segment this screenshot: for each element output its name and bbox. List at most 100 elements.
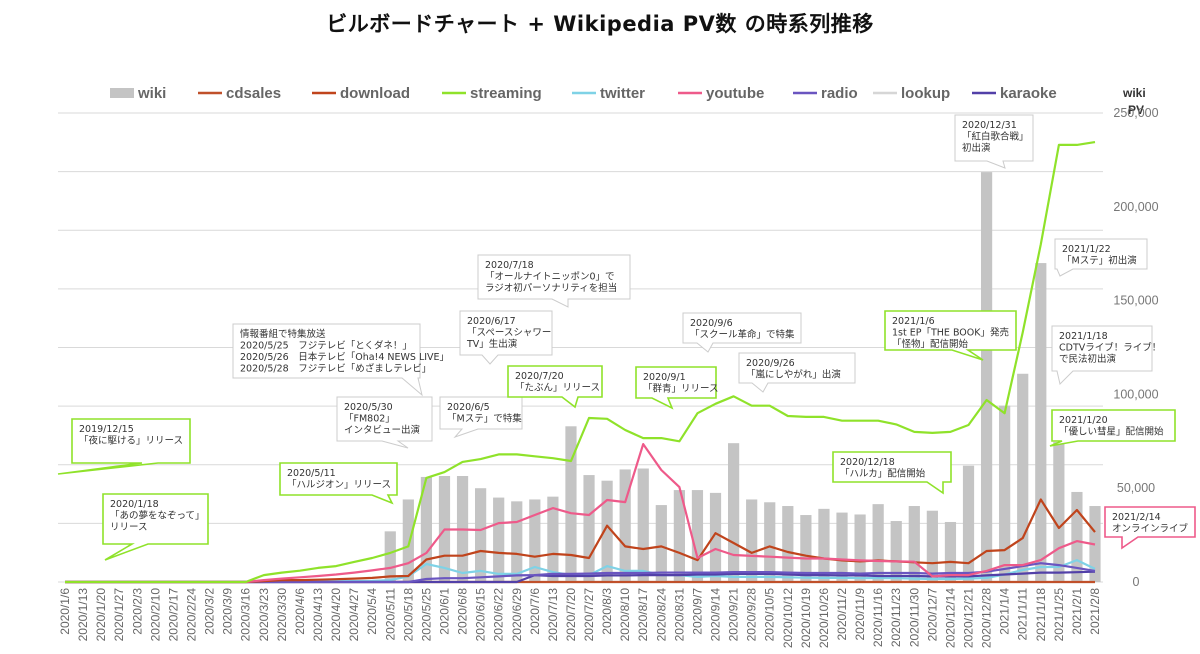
annotation-callout: 2020/9/26「嵐にしやがれ」出演 bbox=[738, 352, 856, 393]
x-tick-label: 2020/2/24 bbox=[184, 588, 198, 642]
x-tick-label: 2020/6/29 bbox=[510, 588, 524, 642]
annotation-text: 情報番組で特集放送 bbox=[240, 328, 326, 340]
annotation-callout: 2021/1/20「優しい彗星」配信開始 bbox=[1049, 409, 1176, 447]
annotation-text: 2020/9/26 bbox=[746, 358, 795, 369]
annotation-text: 2021/1/20 bbox=[1059, 415, 1108, 426]
annotation-box bbox=[1049, 409, 1176, 447]
x-tick-label: 2020/7/6 bbox=[528, 588, 542, 635]
annotation-text: 2021/1/18 bbox=[1059, 331, 1108, 342]
annotation-text: 2020/1/18 bbox=[110, 499, 159, 510]
wiki-bar bbox=[655, 505, 667, 582]
annotation-callout: 2021/1/22「Mステ」初出演 bbox=[1054, 238, 1148, 277]
x-tick-label: 2020/11/30 bbox=[907, 588, 921, 647]
wiki-bar bbox=[547, 496, 559, 582]
x-tick-label: 2021/2/1 bbox=[1070, 588, 1084, 635]
x-tick-label: 2020/3/30 bbox=[275, 588, 289, 642]
x-tick-label: 2020/11/23 bbox=[889, 588, 903, 647]
legend-label-lookup: lookup bbox=[901, 85, 950, 102]
x-tick-label: 2020/7/20 bbox=[564, 588, 578, 642]
annotation-callout: 2020/5/11「ハルジオン」リリース bbox=[279, 462, 398, 505]
x-tick-label: 2020/8/24 bbox=[654, 588, 668, 642]
annotation-box bbox=[279, 462, 398, 505]
x-tick-label: 2021/2/8 bbox=[1088, 588, 1102, 635]
x-tick-label: 2020/10/5 bbox=[763, 588, 777, 642]
annotation-box bbox=[232, 323, 423, 397]
wiki-bar bbox=[944, 521, 957, 582]
annotation-text: 「Mステ」で特集 bbox=[447, 413, 522, 425]
annotation-text: 「ハルカ」配信開始 bbox=[840, 468, 926, 480]
annotation-text: ラジオ初パーソナリティを担当 bbox=[485, 282, 617, 294]
annotation-text: インタビュー出演 bbox=[344, 424, 420, 436]
annotation-box bbox=[682, 312, 802, 353]
wiki-bar bbox=[962, 465, 975, 582]
legend-label-karaoke: karaoke bbox=[1000, 85, 1057, 102]
annotation-text: 2020/5/25 フジテレビ「とくダネ！」 bbox=[240, 340, 412, 352]
wiki-bar bbox=[926, 510, 938, 582]
annotation-text: 2020/7/20 bbox=[515, 371, 564, 382]
annotation-text: 「夜に駆ける」リリース bbox=[79, 435, 183, 447]
wiki-bar bbox=[764, 502, 776, 582]
wiki-bar bbox=[709, 492, 722, 582]
annotation-text: 2020/12/18 bbox=[840, 457, 895, 468]
x-tick-label: 2020/1/13 bbox=[76, 588, 90, 642]
annotation-text: 「たぶん」リリース bbox=[515, 383, 600, 394]
x-tick-label: 2020/8/17 bbox=[636, 588, 650, 642]
x-tick-label: 2021/1/11 bbox=[1016, 588, 1030, 641]
x-tick-label: 2020/1/6 bbox=[58, 588, 72, 635]
x-tick-label: 2020/3/2 bbox=[203, 588, 217, 635]
wiki-bar bbox=[673, 490, 685, 582]
x-tick-label: 2020/2/17 bbox=[166, 588, 180, 642]
x-tick-label: 2021/1/18 bbox=[1034, 588, 1048, 642]
wiki-bar bbox=[691, 490, 704, 582]
annotation-text: 2020/5/26 日本テレビ「Oha!4 NEWS LIVE」 bbox=[240, 351, 449, 363]
legend: wiki cdsales download streaming twitter youtu… bbox=[110, 85, 1057, 102]
annotation-callout: 2020/5/30「FM802」インタビュー出演 bbox=[336, 396, 433, 449]
annotation-text: 2019/12/15 bbox=[79, 424, 134, 435]
annotation-callout: 2020/9/1「群青」リリース bbox=[635, 366, 719, 410]
annotation-text: 「怪物」配信開始 bbox=[892, 338, 969, 350]
x-tick-label: 2020/8/3 bbox=[600, 588, 614, 635]
y-tick-label: 200,000 bbox=[1113, 200, 1158, 214]
annotation-box bbox=[1054, 238, 1148, 277]
legend-swatch-wiki bbox=[110, 88, 134, 98]
wiki-bar bbox=[890, 521, 902, 582]
x-tick-label: 2020/3/16 bbox=[239, 588, 253, 642]
x-tick-label: 2020/1/20 bbox=[94, 588, 108, 642]
wiki-bar bbox=[818, 508, 830, 582]
x-tick-label: 2020/7/13 bbox=[546, 588, 560, 642]
annotation-text: 「嵐にしやがれ」出演 bbox=[746, 369, 841, 381]
y-tick-label: 100,000 bbox=[1113, 387, 1158, 401]
x-tick-label: 2021/1/4 bbox=[998, 588, 1012, 635]
x-tick-label: 2020/4/13 bbox=[311, 588, 325, 642]
x-tick-label: 2020/9/21 bbox=[727, 588, 741, 642]
annotation-box bbox=[635, 366, 717, 410]
annotation-text: 2020/5/30 bbox=[344, 402, 393, 413]
series-line-streaming bbox=[65, 141, 1096, 584]
annotation-text: TV」生出演 bbox=[466, 338, 517, 350]
y-axis-label: wiki PV bbox=[1122, 86, 1149, 117]
annotation-box bbox=[954, 114, 1034, 169]
x-axis: 2020/1/6 2020/1/13 2020/1/20 2020/1/27 2020/… bbox=[58, 588, 1102, 648]
x-tick-label: 2020/5/4 bbox=[365, 588, 379, 635]
legend-label-streaming: streaming bbox=[470, 85, 542, 102]
wiki-bar bbox=[384, 531, 396, 582]
x-tick-label: 2020/5/25 bbox=[419, 588, 433, 642]
annotation-text: 「オールナイトニッポン0」で bbox=[485, 272, 615, 283]
annotation-text: 2020/5/11 bbox=[287, 468, 336, 479]
x-tick-label: 2020/12/14 bbox=[943, 588, 957, 648]
annotation-text: 2020/7/18 bbox=[485, 260, 534, 271]
annotation-callout: 2020/7/20「たぶん」リリース bbox=[507, 365, 603, 409]
annotation-text: 「スクール革命」で特集 bbox=[690, 329, 795, 341]
wiki-bar bbox=[475, 488, 487, 582]
annotation-text: 「Mステ」初出演 bbox=[1062, 255, 1137, 267]
wiki-bar bbox=[529, 499, 541, 582]
y-axis-label-line1: wiki bbox=[1122, 86, 1146, 100]
annotation-text: 2021/1/22 bbox=[1062, 244, 1111, 255]
annotation-callout: 2020/1/18「あの夢をなぞって」リリース bbox=[102, 493, 209, 561]
annotation-text: 1st EP「THE BOOK」発売 bbox=[892, 327, 1009, 339]
x-tick-label: 2020/9/7 bbox=[690, 588, 704, 635]
wiki-bar bbox=[1071, 491, 1083, 582]
x-tick-label: 2020/10/26 bbox=[817, 588, 831, 648]
